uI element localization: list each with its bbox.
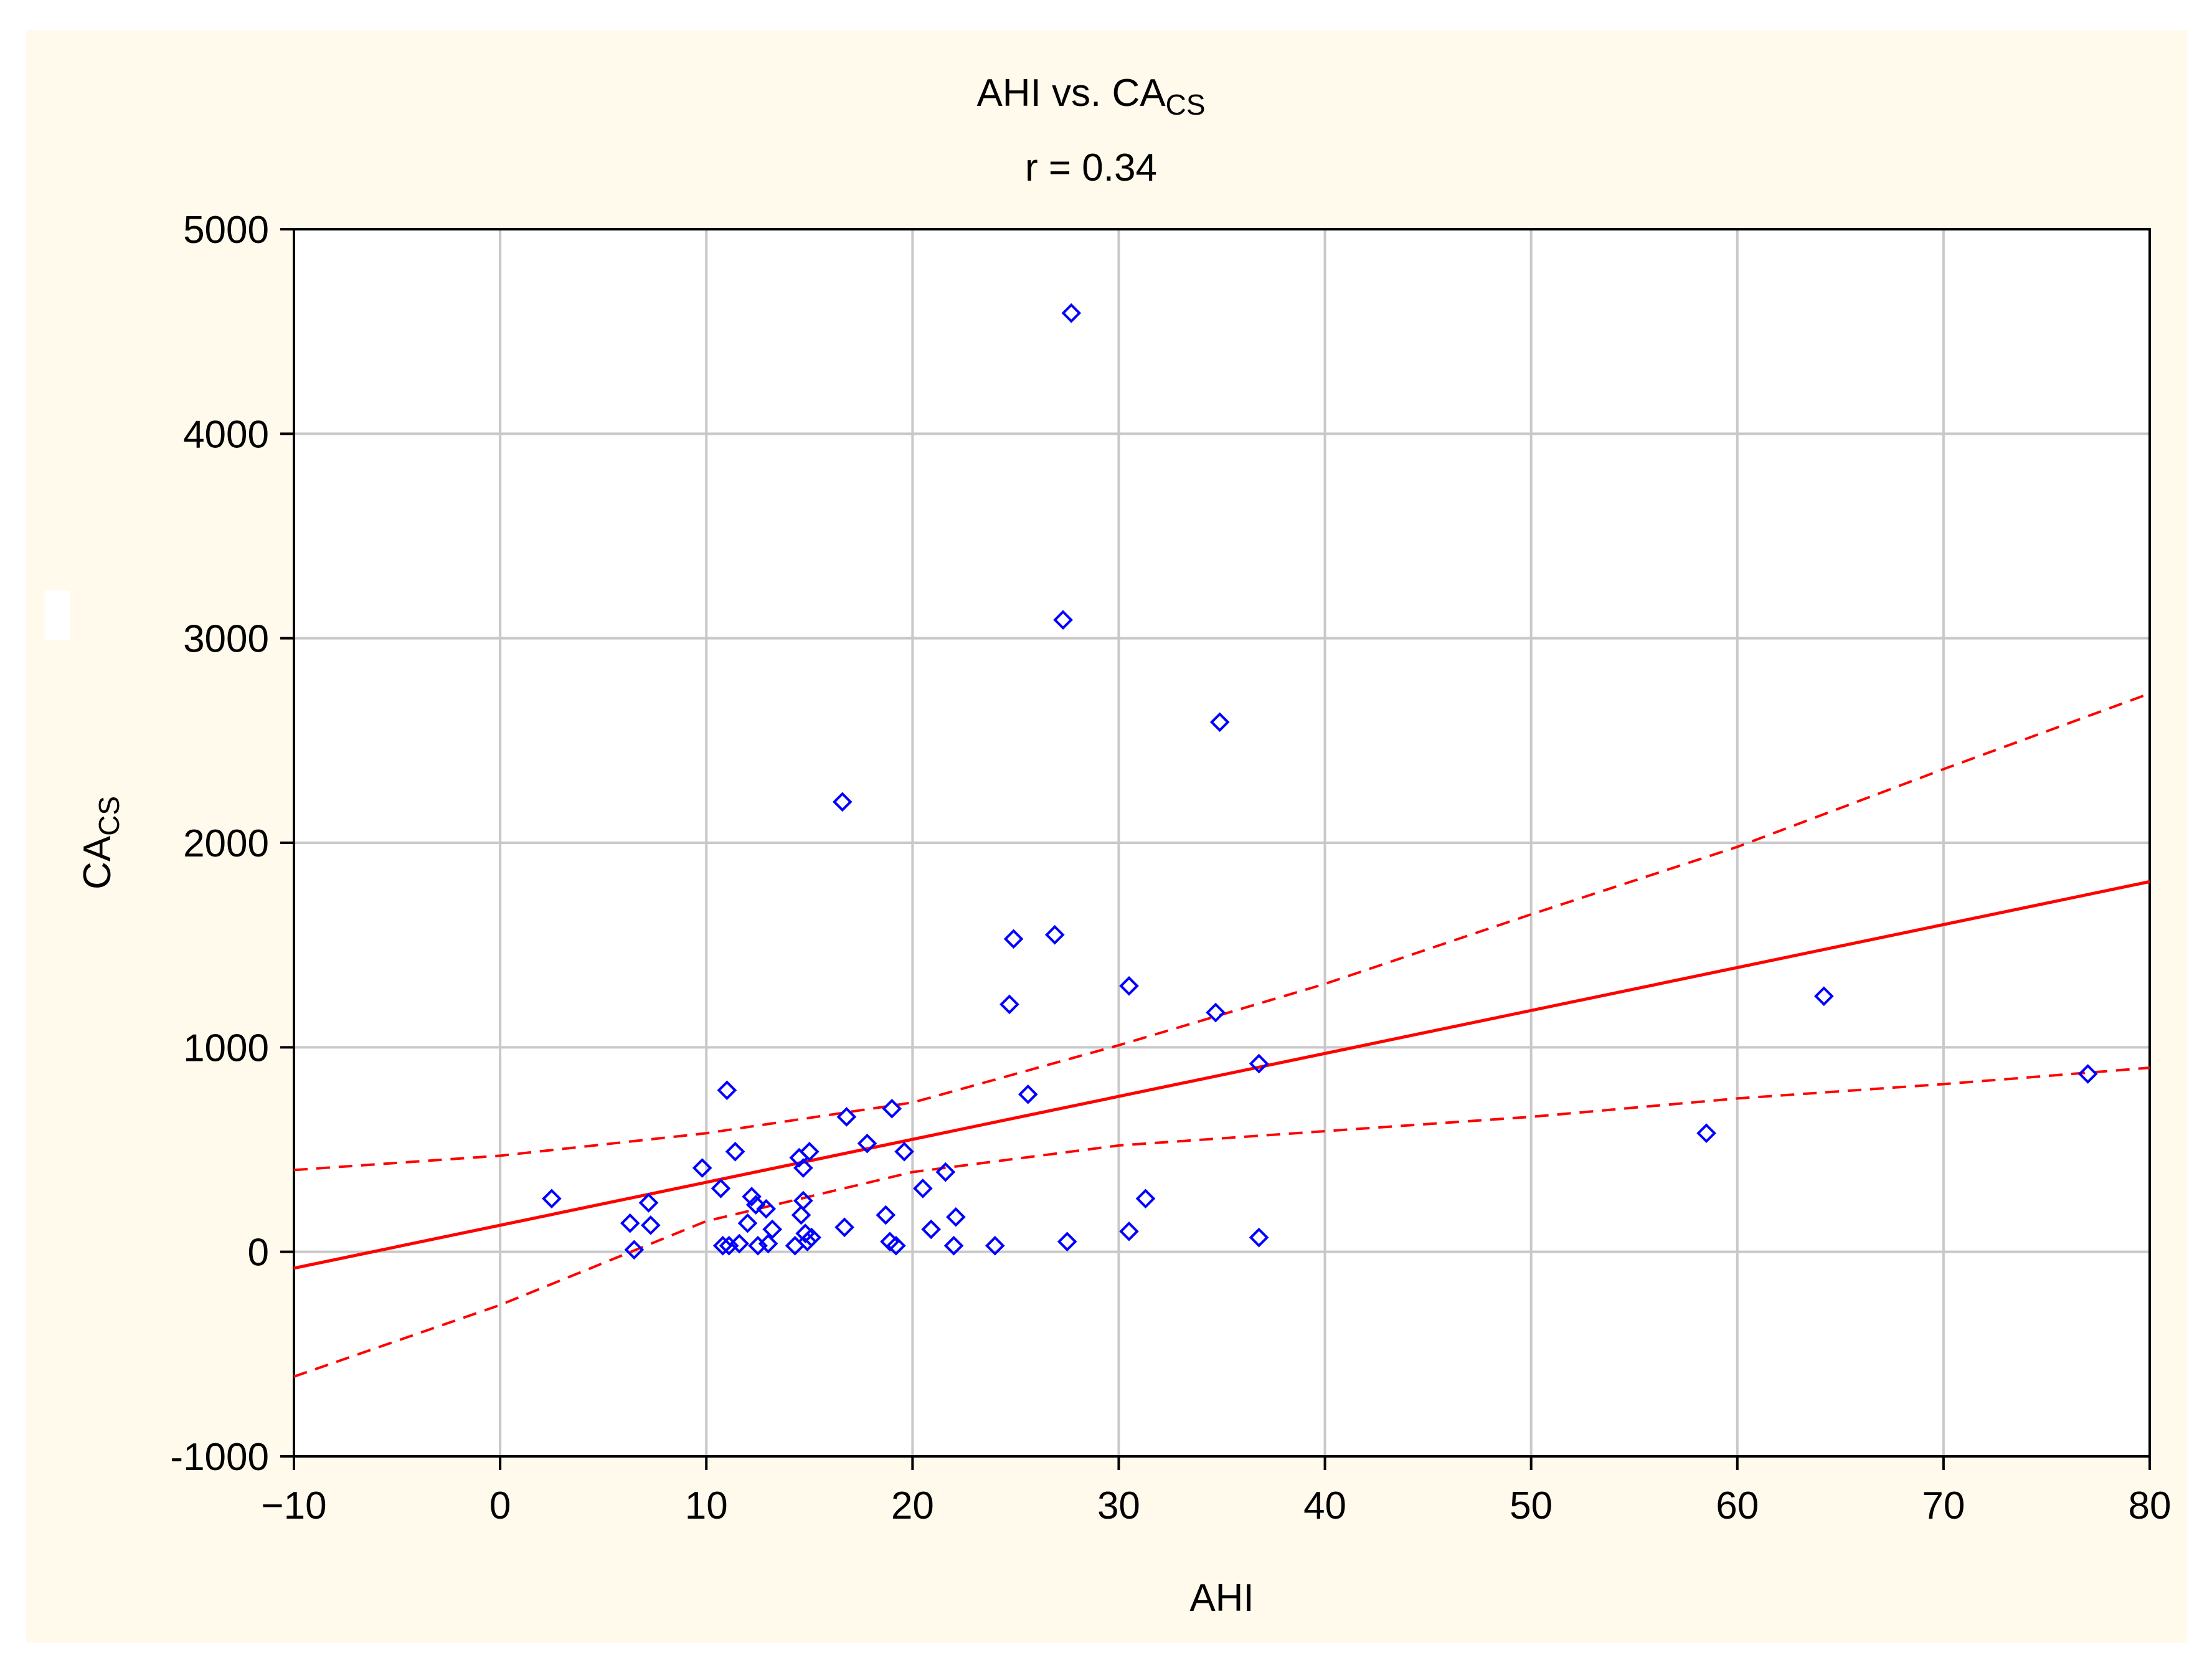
- regression-line: [293, 880, 2150, 1270]
- y-axis-title-subscript: CS: [93, 796, 125, 836]
- x-tick-label: 80: [2129, 1484, 2172, 1527]
- data-point: [793, 1190, 813, 1211]
- data-point: [921, 1219, 941, 1240]
- x-tick-label: 50: [1510, 1484, 1553, 1527]
- data-point: [717, 1080, 737, 1101]
- chart-title-subscript: CS: [1166, 88, 1206, 121]
- data-point: [935, 1162, 956, 1182]
- data-point: [748, 1235, 768, 1256]
- regression-line-layer: [293, 880, 2150, 1270]
- data-point: [946, 1207, 966, 1227]
- y-tick-label: 0: [248, 1231, 269, 1274]
- data-point: [640, 1215, 661, 1235]
- data-point: [882, 1099, 902, 1119]
- tick-layer: −10 0 10 20 30 40 50 60 70 80 -1000 0 1000 2000 3000 40…: [170, 209, 2171, 1527]
- data-point: [712, 1235, 733, 1256]
- data-point: [1044, 924, 1065, 945]
- y-tick-label: 5000: [183, 209, 269, 252]
- x-tick-label: 20: [891, 1484, 934, 1527]
- data-point: [1018, 1084, 1038, 1104]
- data-point: [1209, 712, 1230, 733]
- data-points: [542, 303, 2098, 1260]
- data-point: [1249, 1227, 1269, 1248]
- data-point: [638, 1193, 659, 1213]
- y-tick-label: 1000: [183, 1027, 269, 1070]
- x-tick-label: 30: [1097, 1484, 1140, 1527]
- data-point: [2077, 1064, 2098, 1084]
- y-tick-label: 3000: [183, 618, 269, 661]
- data-point: [737, 1213, 758, 1233]
- data-point: [1696, 1123, 1716, 1144]
- x-tick-label: 70: [1922, 1484, 1965, 1527]
- data-point: [799, 1141, 820, 1162]
- data-point: [913, 1179, 933, 1198]
- data-point: [719, 1235, 739, 1256]
- data-point: [624, 1240, 645, 1260]
- data-point: [742, 1187, 762, 1207]
- data-point: [1206, 1002, 1226, 1023]
- x-tick-label: 10: [685, 1484, 728, 1527]
- data-point: [725, 1141, 745, 1162]
- data-point: [836, 1107, 857, 1127]
- data-point: [756, 1198, 777, 1219]
- data-point: [1119, 1222, 1139, 1241]
- data-point: [886, 1235, 906, 1256]
- data-point: [729, 1233, 750, 1254]
- data-point: [793, 1158, 813, 1178]
- data-point: [857, 1133, 877, 1154]
- chart-frame: −10 0 10 20 30 40 50 60 70 80 -1000 0 1000 2000 3000 40…: [26, 30, 2187, 1643]
- data-point: [758, 1233, 778, 1254]
- data-point: [1119, 976, 1139, 996]
- data-point: [797, 1231, 818, 1252]
- data-point: [1003, 929, 1024, 949]
- data-point: [542, 1188, 562, 1209]
- data-point: [1135, 1188, 1156, 1209]
- data-point: [832, 792, 853, 812]
- data-point: [1000, 994, 1019, 1015]
- chart-title: AHI vs. CACS: [976, 72, 1205, 121]
- grid-layer: [294, 229, 2150, 1456]
- x-tick-label: 0: [489, 1484, 511, 1527]
- x-tick-label: −10: [261, 1484, 326, 1527]
- data-point: [1053, 610, 1073, 630]
- data-point: [1057, 1231, 1077, 1252]
- y-tick-label: 2000: [183, 822, 269, 865]
- data-point: [745, 1195, 766, 1215]
- data-point: [943, 1235, 964, 1256]
- data-point: [1249, 1053, 1269, 1074]
- confidence-lower-line: [293, 1066, 2150, 1378]
- x-tick-label: 60: [1716, 1484, 1759, 1527]
- data-point: [985, 1235, 1005, 1256]
- data-point: [834, 1217, 854, 1238]
- data-point: [894, 1141, 914, 1162]
- data-point: [762, 1219, 783, 1240]
- scatter-chart: −10 0 10 20 30 40 50 60 70 80 -1000 0 1000 2000 3000 40…: [45, 72, 2171, 1620]
- data-point: [876, 1205, 896, 1225]
- white-mark: [45, 591, 70, 640]
- data-point: [1814, 986, 1834, 1007]
- y-tick-label: -1000: [170, 1436, 269, 1479]
- x-tick-label: 40: [1303, 1484, 1346, 1527]
- chart-subtitle: r = 0.34: [1025, 146, 1157, 189]
- y-axis-title: CACS: [76, 796, 125, 890]
- x-axis-title: AHI: [1189, 1577, 1254, 1620]
- data-point: [1061, 303, 1082, 323]
- data-point: [711, 1179, 731, 1198]
- data-point: [692, 1158, 712, 1178]
- data-point: [620, 1213, 640, 1233]
- data-point: [791, 1205, 811, 1225]
- data-point: [801, 1227, 821, 1248]
- y-tick-label: 4000: [183, 413, 269, 456]
